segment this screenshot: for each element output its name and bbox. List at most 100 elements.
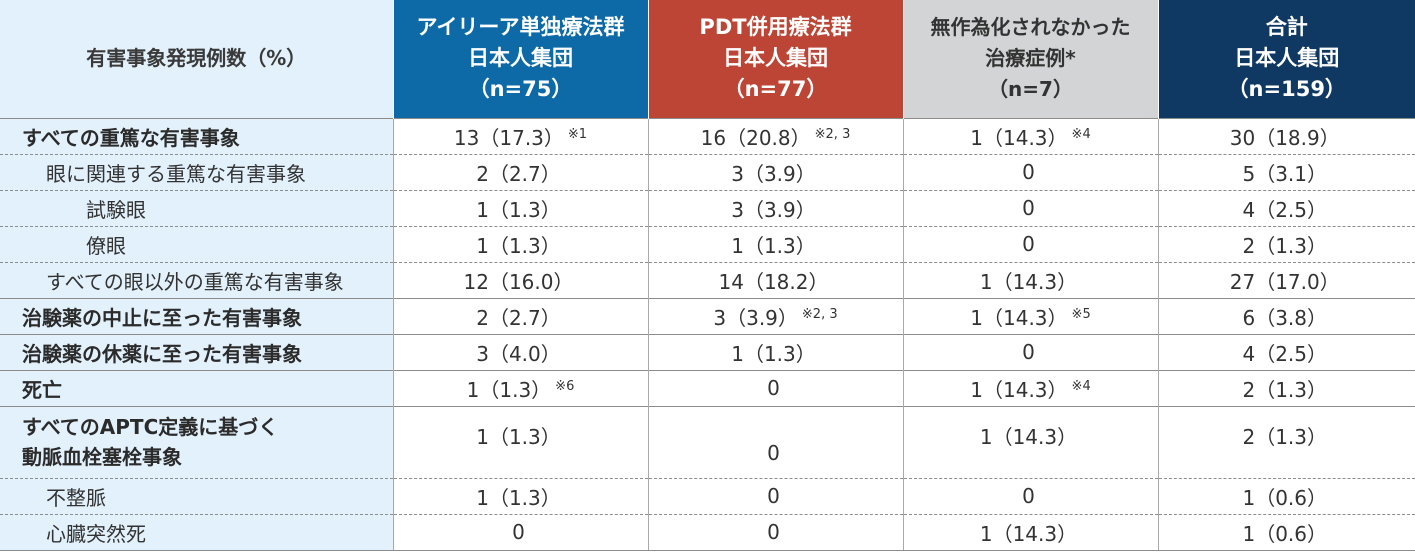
cell-value: 2（2.7） <box>476 161 561 186</box>
cell-value: 12（16.0） <box>463 269 574 294</box>
table-cell: 27（17.0） <box>1157 262 1415 299</box>
cell-value: 1（1.3） <box>476 485 561 510</box>
row-label-header: 有害事象発現例数（%） <box>0 0 394 118</box>
cell-value: 6（3.8） <box>1242 305 1328 330</box>
row-label: 不整脈 <box>0 478 394 515</box>
table-cell: 1（14.3） <box>902 514 1158 551</box>
row-label: 死亡 <box>0 369 394 407</box>
table-cell: 2（1.3） <box>1157 369 1415 407</box>
column-header-line: （n=159） <box>1227 77 1346 102</box>
cell-value: 0 <box>1022 196 1035 220</box>
table-cell: 0 <box>902 154 1158 191</box>
cell-value: 13（17.3） <box>453 125 564 150</box>
column-header-pdt-combo: PDT併用療法群 日本人集団 （n=77） <box>648 0 904 118</box>
column-header-line: （n=7） <box>988 77 1073 102</box>
table-cell: 0 <box>392 514 648 551</box>
cell-value: 1（1.3） <box>466 377 552 402</box>
table-cell: 0 <box>902 478 1158 515</box>
cell-value: 1（1.3） <box>476 197 561 222</box>
cell-value: 0 <box>1022 160 1035 184</box>
cell-value: 27（17.0） <box>1229 269 1340 294</box>
table-cell: 2（1.3） <box>1157 405 1415 479</box>
row-label: すべてのAPTC定義に基づく 動脈血栓塞栓事象 <box>0 405 394 479</box>
table-row: 死亡 1（1.3） ※6 0 1（14.3） ※4 2（1.3） <box>0 369 1415 407</box>
table-cell: 1（1.3） <box>392 190 648 227</box>
column-header-line: 日本人集団 <box>1234 46 1340 71</box>
cell-value: 2（2.7） <box>476 305 561 330</box>
table-cell: 1（14.3） ※4 <box>902 117 1158 155</box>
table-cell: 0 <box>647 369 903 407</box>
table-cell: 1（14.3） ※5 <box>902 297 1158 335</box>
table-cell: 3（4.0） <box>392 333 648 371</box>
cell-value: 1（14.3） <box>979 424 1078 449</box>
table-cell: 1（0.6） <box>1157 478 1415 515</box>
table-cell: 3（3.9） <box>647 190 903 227</box>
table-cell: 4（2.5） <box>1157 190 1415 227</box>
footnote-mark: ※4 <box>1071 378 1091 394</box>
table-row: すべてのAPTC定義に基づく 動脈血栓塞栓事象 1（1.3） 0 1（14.3）… <box>0 405 1415 479</box>
table-row: 不整脈 1（1.3） 0 0 1（0.6） <box>0 478 1415 515</box>
footnote-mark: ※2, 3 <box>814 126 851 142</box>
row-label-line: 動脈血栓塞栓事象 <box>22 445 182 469</box>
cell-value: 2（1.3） <box>1242 377 1328 402</box>
column-header-line: （n=75） <box>468 77 573 102</box>
cell-value: 3（3.9） <box>713 305 798 330</box>
cell-value: 1（14.3） <box>979 521 1078 546</box>
footnote-mark: ※6 <box>555 378 575 394</box>
column-header-line: 合計 <box>1265 15 1308 40</box>
table-cell: 30（18.9） <box>1157 117 1415 155</box>
table-cell: 16（20.8） ※2, 3 <box>647 117 903 155</box>
table-row: 治験薬の中止に至った有害事象 2（2.7） 3（3.9） ※2, 3 1（14.3… <box>0 297 1415 335</box>
table-cell: 1（1.3） <box>392 226 648 263</box>
cell-value: 0 <box>767 520 780 544</box>
row-label: すべての重篤な有害事象 <box>0 117 394 155</box>
column-header-line: 日本人集団 <box>468 46 573 71</box>
cell-value: 2（1.3） <box>1242 424 1328 449</box>
cell-value: 3（3.9） <box>731 161 816 186</box>
table-row: 治験薬の休薬に至った有害事象 3（4.0） 1（1.3） 0 4（2.5） <box>0 333 1415 371</box>
table-cell: 2（2.7） <box>392 297 648 335</box>
cell-value: 16（20.8） <box>700 125 811 150</box>
table-cell: 3（3.9） ※2, 3 <box>647 297 903 335</box>
column-header-line: アイリーア単独療法群 <box>416 15 625 40</box>
cell-value: 1（1.3） <box>731 233 816 258</box>
table-cell: 1（1.3） <box>647 226 903 263</box>
column-header-non-randomized: 無作為化されなかった 治療症例* （n=7） <box>903 0 1159 118</box>
table-cell: 4（2.5） <box>1157 333 1415 371</box>
footnote-mark: ※2, 3 <box>801 306 838 322</box>
column-header-line: PDT併用療法群 <box>699 15 852 40</box>
table-cell: 0 <box>902 333 1158 371</box>
table-row: すべての重篤な有害事象 13（17.3） ※1 16（20.8） ※2, 3 1（1… <box>0 117 1415 155</box>
table-cell: 2（1.3） <box>1157 226 1415 263</box>
column-header-line: 無作為化されなかった <box>930 15 1131 40</box>
row-label: 試験眼 <box>0 190 394 227</box>
table-row: 僚眼 1（1.3） 1（1.3） 0 2（1.3） <box>0 226 1415 263</box>
cell-value: 1（14.3） <box>970 377 1068 402</box>
cell-value: 0 <box>512 520 525 544</box>
table-cell: 14（18.2） <box>647 262 903 299</box>
table-cell: 0 <box>902 190 1158 227</box>
cell-value: 3（4.0） <box>476 341 561 366</box>
footnote-mark: ※5 <box>1071 306 1091 322</box>
cell-value: 1（1.3） <box>731 341 816 366</box>
cell-value: 5（3.1） <box>1242 161 1328 186</box>
cell-value: 1（0.6） <box>1242 521 1328 546</box>
table-cell: 1（14.3） <box>902 405 1158 479</box>
table-cell: 3（3.9） <box>647 154 903 191</box>
row-label: すべての眼以外の重篤な有害事象 <box>0 262 394 299</box>
footnote-mark: ※4 <box>1071 126 1091 142</box>
cell-value: 0 <box>1022 232 1035 256</box>
column-header-line: 治療症例* <box>985 46 1076 71</box>
table-cell: 0 <box>902 226 1158 263</box>
row-label: 心臓突然死 <box>0 514 394 551</box>
table-cell: 2（2.7） <box>392 154 648 191</box>
table-cell: 1（14.3） ※4 <box>902 369 1158 407</box>
table-row: 眼に関連する重篤な有害事象 2（2.7） 3（3.9） 0 5（3.1） <box>0 154 1415 191</box>
cell-value: 30（18.9） <box>1229 125 1340 150</box>
table-cell: 0 <box>647 514 903 551</box>
row-label: 治験薬の中止に至った有害事象 <box>0 297 394 335</box>
table-cell: 0 <box>647 478 903 515</box>
cell-value: 1（14.3） <box>970 125 1068 150</box>
cell-value: 0 <box>767 441 780 465</box>
table-cell: 1（1.3） <box>647 333 903 371</box>
